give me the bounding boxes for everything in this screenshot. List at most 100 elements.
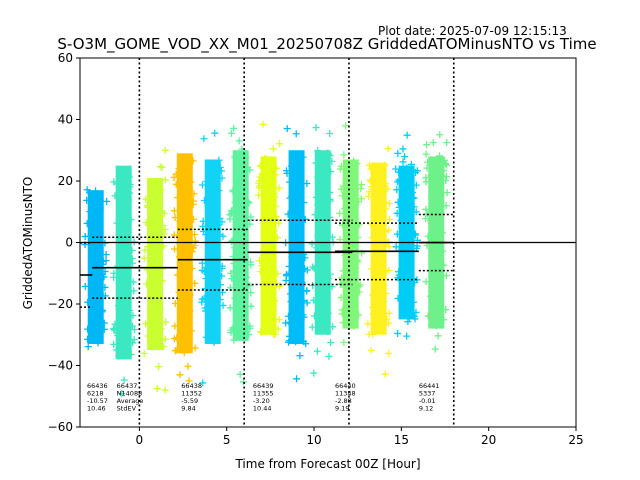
data-point [395, 268, 403, 276]
data-point [142, 195, 150, 203]
data-point [101, 239, 109, 247]
data-point [349, 312, 357, 320]
data-point [339, 221, 347, 229]
data-point [365, 161, 373, 169]
data-point [130, 336, 138, 344]
stat-annotation-line: -5.59 [181, 397, 198, 405]
data-point [340, 338, 348, 346]
data-point [320, 173, 328, 181]
data-point [426, 292, 434, 300]
stat-annotation-line: 66440 [335, 382, 356, 390]
data-point [437, 243, 445, 251]
data-point [400, 243, 408, 251]
data-point [235, 308, 243, 316]
data-point [216, 214, 224, 222]
y-tick-label: −60 [48, 420, 73, 434]
data-point [123, 317, 131, 325]
data-point [151, 293, 159, 301]
data-point [123, 278, 131, 286]
data-point [411, 315, 419, 323]
data-point [289, 199, 297, 207]
data-point [116, 202, 124, 210]
data-point [435, 185, 443, 193]
data-point [427, 219, 435, 227]
data-point [144, 319, 152, 327]
stat-annotation-line: -10.57 [87, 397, 108, 405]
data-point [247, 213, 255, 221]
data-point [297, 284, 305, 292]
data-point [185, 205, 193, 213]
data-point [84, 325, 92, 333]
data-point [316, 260, 324, 268]
data-point [367, 178, 375, 186]
data-point [337, 162, 345, 170]
data-point [258, 162, 266, 170]
data-point [428, 209, 436, 217]
data-point [191, 344, 199, 352]
data-point [246, 282, 254, 290]
data-point [326, 130, 334, 138]
data-point [350, 230, 358, 238]
data-point [111, 320, 119, 328]
data-point [155, 218, 163, 226]
data-point [295, 325, 303, 333]
data-point [217, 281, 225, 289]
x-tick-label: 10 [306, 433, 321, 447]
data-point [236, 222, 244, 230]
data-point [410, 298, 418, 306]
stat-annotation: 66441 5337 -0.01 9.12 [419, 382, 440, 413]
data-point [351, 181, 359, 189]
data-point [367, 165, 375, 173]
data-point [231, 294, 239, 302]
data-point [300, 199, 308, 207]
data-point [293, 375, 301, 383]
data-point [218, 174, 226, 182]
data-point [205, 170, 213, 178]
data-point [240, 378, 248, 386]
data-point [349, 282, 357, 290]
data-point [157, 325, 165, 333]
orbit-band [254, 120, 284, 338]
stat-annotation-line: 11348 [335, 390, 356, 398]
data-point [232, 193, 240, 201]
data-point [115, 216, 123, 224]
data-point [274, 270, 282, 278]
data-point [436, 193, 444, 201]
data-point [284, 210, 292, 218]
data-point [81, 282, 89, 290]
data-point [443, 189, 451, 197]
data-point [318, 323, 326, 331]
data-point [184, 265, 192, 273]
data-point [182, 242, 190, 250]
data-point [98, 321, 106, 329]
data-point [319, 301, 327, 309]
data-point [186, 307, 194, 315]
data-point [403, 267, 411, 275]
data-point [148, 284, 156, 292]
data-point [116, 343, 124, 351]
data-point [369, 303, 377, 311]
data-point [161, 386, 169, 394]
data-point [401, 193, 409, 201]
data-point [158, 208, 166, 216]
data-point [367, 265, 375, 273]
data-point [403, 229, 411, 237]
data-point [422, 215, 430, 223]
data-point [275, 316, 283, 324]
x-tick-label: 25 [568, 433, 583, 447]
data-point [259, 261, 267, 269]
stat-annotation-line: 66441 [419, 382, 440, 390]
data-point [146, 307, 154, 315]
data-point [183, 346, 191, 354]
data-point [395, 176, 403, 184]
data-point [87, 208, 95, 216]
data-point [325, 352, 333, 360]
data-point [126, 183, 134, 191]
data-point [231, 198, 239, 206]
data-point [90, 273, 98, 281]
data-point [96, 290, 104, 298]
data-point [120, 253, 128, 261]
orbit-band [198, 129, 227, 387]
data-point [235, 137, 243, 145]
data-point [212, 206, 220, 214]
